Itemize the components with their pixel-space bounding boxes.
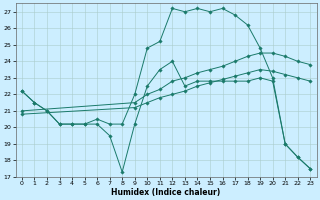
X-axis label: Humidex (Indice chaleur): Humidex (Indice chaleur) xyxy=(111,188,221,197)
